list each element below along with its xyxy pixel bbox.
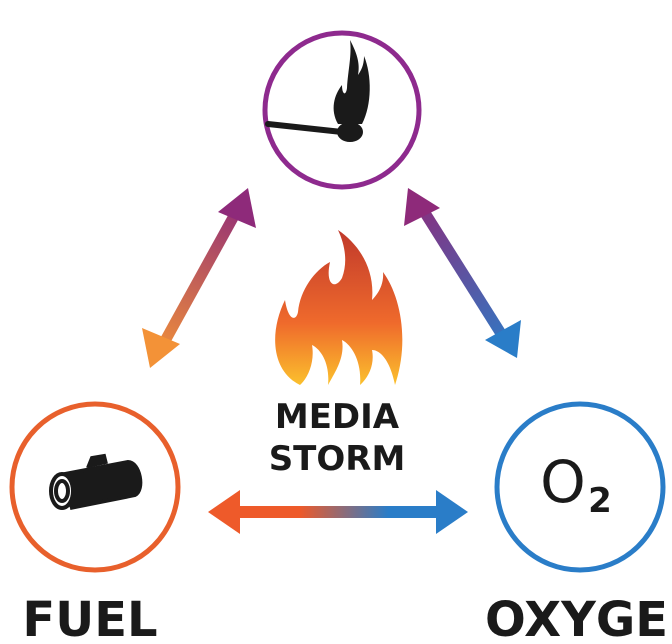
log-icon [51,456,140,508]
oxygen-icon-2: 2 [588,481,612,521]
node-label: FUEL [22,592,157,644]
arrow-fuel-oxygen [208,490,468,534]
flame-icon [275,230,402,385]
page: MEDIA STORM O 2 FUEL OXYGEN (() => { con… [0,0,672,644]
fire-triangle-diagram: MEDIA STORM O 2 FUEL OXYGEN [0,0,672,644]
center-line: STORM [269,439,406,479]
match-icon [268,40,370,142]
center-line: MEDIA [275,397,400,437]
oxygen-icon-o: O [540,448,586,516]
arrow-heat-oxygen [404,188,521,358]
arrow-fuel-heat [142,188,256,368]
node-label: OXYGEN [485,592,672,644]
